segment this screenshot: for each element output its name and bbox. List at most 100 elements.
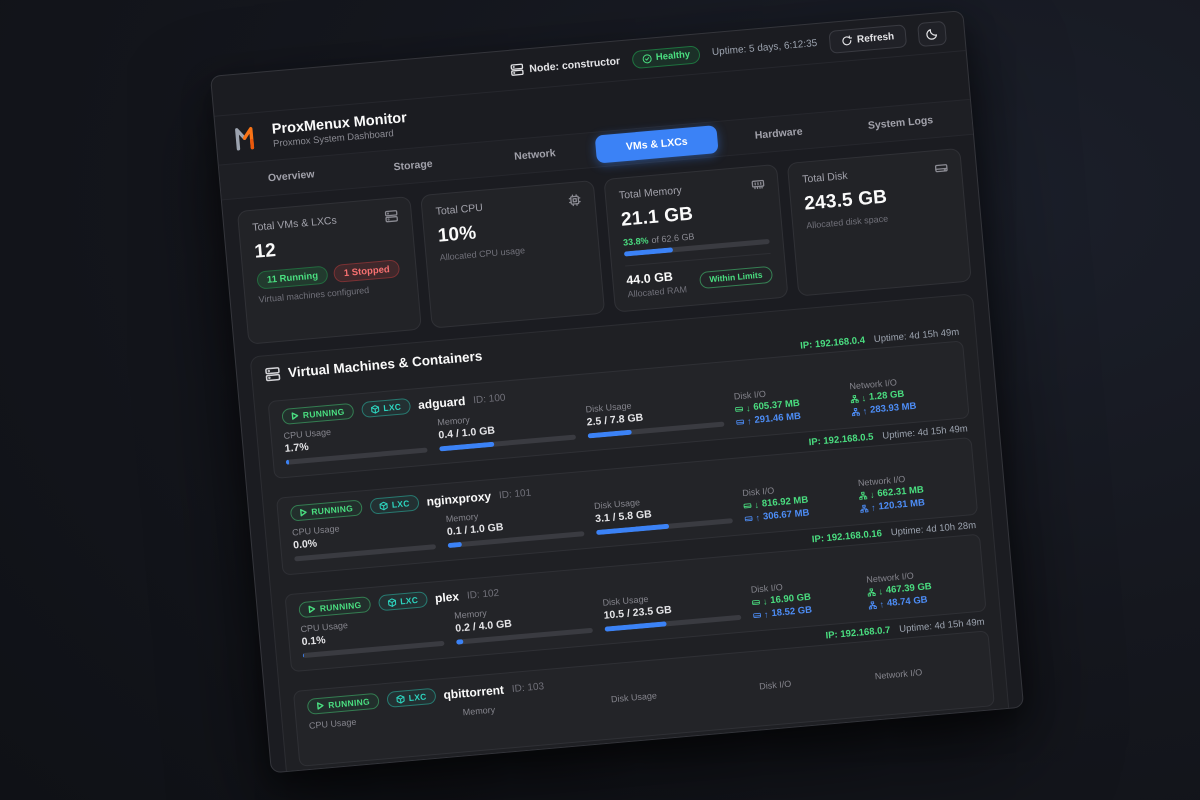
refresh-icon (842, 35, 852, 46)
card-label: Total VMs & LXCs (251, 214, 338, 234)
vm-row-card[interactable]: RUNNING LXC adguard ID: 100 CPU Usage 1.… (267, 340, 970, 479)
hard-drive-icon (934, 164, 948, 173)
card-total-disk: Total Disk 243.5 GB Allocated disk space (786, 147, 972, 297)
top-status-bar: Node: constructor Healthy Uptime: 5 days… (211, 11, 966, 117)
memory-metric: Memory 0.2 / 4.0 GB (454, 599, 594, 645)
vm-row-group: IP: 192.168.0.7 Uptime: 4d 15h 49m RUNNI… (292, 616, 995, 767)
network-io-metric: Network I/O ↓ 1.28 GB (849, 377, 917, 416)
network-icon (867, 587, 876, 597)
arrow-up-icon: ↑ (746, 415, 753, 426)
network-io-metric: Network I/O ↓ 467.39 GB (865, 570, 933, 610)
tab-network[interactable]: Network (473, 136, 597, 175)
arrow-up-icon: ↑ (879, 598, 885, 610)
vm-row-card[interactable]: RUNNING LXC plex ID: 102 CPU Usage 0.1% (284, 533, 987, 673)
hard-drive-icon (743, 502, 752, 508)
vm-name: nginxproxy (425, 489, 492, 509)
cpu-metric: CPU Usage (308, 716, 357, 731)
arrow-down-icon: ↓ (745, 402, 751, 414)
vm-section: Virtual Machines & Containers IP: 192.16… (249, 293, 1010, 774)
arrow-up-icon: ↑ (862, 405, 868, 416)
cpu-metric: CPU Usage 0.1% (300, 612, 445, 659)
arrow-down-icon: ↓ (861, 392, 867, 403)
box-icon (387, 597, 396, 607)
vm-row-card[interactable]: RUNNING LXC qbittorrent ID: 103 CPU Usag… (292, 630, 995, 767)
type-badge: LXC (386, 687, 437, 708)
memory-metric: Memory 0.1 / 1.0 GB (445, 502, 585, 549)
network-io-metric: Network I/O ↓ ↑ (874, 667, 923, 682)
vm-row-group: IP: 192.168.0.5 Uptime: 4d 15h 49m RUNNI… (275, 423, 979, 576)
cpu-icon (568, 194, 581, 207)
network-icon (860, 504, 869, 513)
arrow-down-icon: ↓ (869, 489, 875, 500)
within-limits-badge: Within Limits (698, 265, 774, 289)
box-icon (379, 501, 388, 510)
refresh-button[interactable]: Refresh (828, 24, 908, 54)
vm-id: ID: 101 (498, 487, 532, 501)
proxmenux-logo (235, 126, 255, 151)
type-badge: LXC (377, 591, 428, 612)
disk-metric: Disk Usage 3.1 / 5.8 GB (594, 489, 733, 536)
tab-vms-lxcs[interactable]: VMs & LXCs (594, 125, 719, 164)
card-label: Total CPU (435, 201, 484, 218)
node-label: Node: constructor (528, 54, 621, 75)
brand-header: ProxMenux Monitor Proxmox System Dashboa… (215, 51, 970, 163)
vm-list: IP: 192.168.0.4 Uptime: 4d 15h 49m RUNNI… (266, 326, 995, 767)
vm-row-group: IP: 192.168.0.4 Uptime: 4d 15h 49m RUNNI… (266, 326, 970, 479)
vm-id: ID: 102 (466, 587, 500, 602)
tab-storage[interactable]: Storage (351, 146, 475, 185)
network-io-metric: Network I/O ↓ 662.31 MB (857, 473, 926, 513)
hard-drive-icon (751, 599, 760, 605)
status-badge: RUNNING (306, 692, 380, 715)
arrow-up-icon: ↑ (870, 502, 877, 513)
hard-drive-icon (736, 419, 745, 425)
vm-name: plex (434, 589, 460, 606)
arrow-up-icon: ↑ (755, 512, 761, 523)
card-total-cpu: Total CPU 10% Allocated CPU usage (420, 179, 606, 329)
network-icon (868, 600, 877, 609)
disk-io-metric: Disk I/O ↓ 605.37 MB ↑ 291.46 MB (733, 388, 802, 426)
vm-name: qbittorrent (442, 682, 505, 702)
disk-io-metric: Disk I/O ↓ ↑ (758, 678, 792, 692)
box-icon (370, 404, 380, 414)
server-stack-icon (265, 367, 281, 382)
node-info: Node: constructor (510, 54, 621, 77)
card-label: Total Memory (618, 184, 683, 202)
card-total-vms: Total VMs & LXCs 12 11 Running 1 Stopped… (236, 196, 422, 345)
memory-icon (751, 179, 765, 190)
memory-metric: Memory 0.4 / 1.0 GB (437, 406, 577, 452)
network-icon (859, 491, 868, 500)
arrow-down-icon: ↓ (877, 585, 884, 597)
cpu-metric: CPU Usage 1.7% (283, 419, 428, 465)
running-count-badge: 11 Running (256, 265, 329, 290)
summary-cards: Total VMs & LXCs 12 11 Running 1 Stopped… (236, 147, 972, 345)
vm-row-card[interactable]: RUNNING LXC nginxproxy ID: 101 CPU Usage… (276, 437, 979, 576)
vms-count: 12 (253, 239, 277, 263)
hard-drive-icon (735, 406, 743, 412)
card-total-memory: Total Memory 21.1 GB 33.8% of 62.6 GB 44.… (603, 163, 789, 313)
tab-overview[interactable]: Overview (229, 157, 353, 196)
server-icon (510, 63, 524, 76)
tab-system-logs[interactable]: System Logs (838, 104, 962, 143)
vm-id: ID: 100 (472, 391, 506, 406)
arrow-down-icon: ↓ (753, 499, 760, 510)
type-badge: LXC (369, 494, 420, 515)
disk-metric: Disk Usage (610, 690, 658, 705)
theme-toggle-button[interactable] (917, 20, 948, 47)
vm-id: ID: 103 (511, 680, 545, 695)
type-badge: LXC (360, 397, 411, 419)
vm-name: adguard (417, 394, 466, 413)
health-badge: Healthy (631, 44, 701, 69)
check-circle-icon (642, 53, 652, 63)
disk-io-metric: Disk I/O ↓ 16.90 GB ↑ 18.52 GB (750, 582, 813, 620)
status-badge: RUNNING (289, 499, 363, 522)
disk-metric: Disk Usage 2.5 / 7.8 GB (585, 393, 725, 439)
moon-icon (926, 28, 938, 40)
network-icon (850, 394, 859, 403)
arrow-up-icon: ↑ (763, 608, 769, 620)
status-badge: RUNNING (281, 402, 355, 425)
vm-row-group: IP: 192.168.0.16 Uptime: 4d 10h 28m RUNN… (283, 520, 987, 673)
play-icon (291, 412, 299, 420)
tab-hardware[interactable]: Hardware (717, 114, 841, 153)
hard-drive-icon (744, 515, 753, 521)
play-icon (308, 605, 316, 614)
